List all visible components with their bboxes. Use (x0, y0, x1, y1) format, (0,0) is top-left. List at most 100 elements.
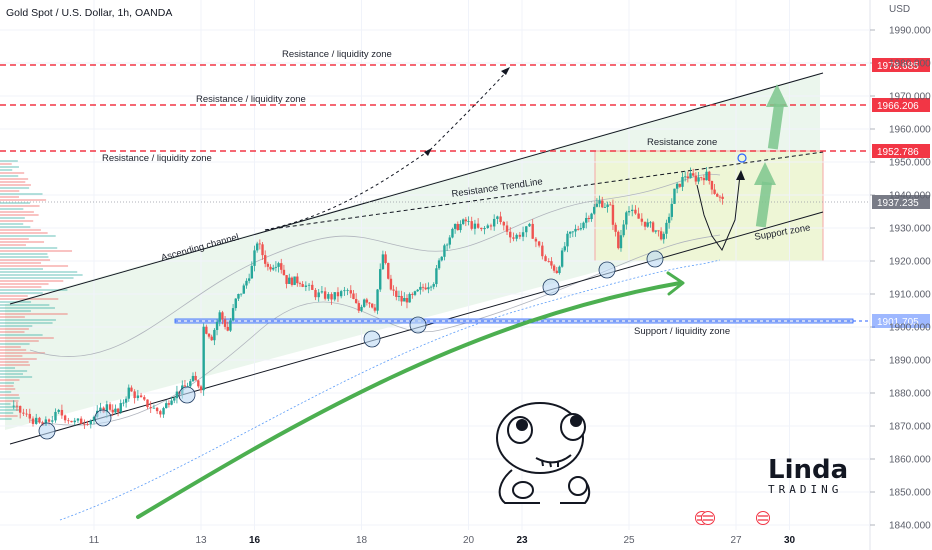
us-flag-icon[interactable] (756, 511, 770, 525)
candle-body (253, 250, 256, 266)
y-tick-label: 1910.000 (889, 290, 931, 301)
candle-body (667, 216, 671, 223)
volume-profile-bar (0, 217, 25, 219)
volume-profile-bar (0, 271, 78, 273)
volume-profile-bar (0, 268, 43, 270)
candle-body (226, 326, 229, 331)
touch-point-5 (409, 316, 427, 334)
candle-body (464, 219, 468, 222)
candle-body (269, 266, 272, 270)
candle-body (258, 243, 262, 245)
candle-body (435, 268, 438, 285)
candle-body (440, 256, 443, 261)
candle-body (640, 218, 644, 222)
x-tick-label: 25 (623, 535, 635, 546)
candle-body (207, 333, 211, 337)
volume-profile-bar (0, 415, 18, 417)
candle-body (304, 285, 308, 287)
candle-body (713, 189, 716, 194)
linda-trading-logo: Linda TRADING (768, 455, 848, 496)
annotation-resistance-2: Resistance / liquidity zone (196, 94, 306, 105)
candle-body (512, 237, 515, 239)
candle-body (122, 402, 125, 404)
y-tick-label: 1980.000 (889, 59, 931, 70)
candle-body (15, 405, 19, 407)
candle-body (346, 290, 349, 291)
candle-body (317, 292, 320, 298)
candle-body (515, 234, 518, 239)
candle-body (173, 398, 176, 401)
volume-profile-bar (0, 193, 43, 195)
candle-body (606, 204, 609, 207)
bullish-curve-arrow (136, 281, 682, 519)
volume-profile-bar (0, 400, 19, 402)
candle-body (336, 292, 340, 297)
volume-profile-bar (0, 226, 31, 228)
candle-body (162, 408, 165, 415)
candle-body (689, 173, 692, 179)
meme-character-image (496, 402, 591, 504)
candle-body (603, 206, 607, 208)
candle-body (229, 320, 232, 331)
candle-body (571, 231, 575, 233)
candle-body (76, 418, 80, 421)
candle-body (593, 206, 596, 214)
us-flag-icon[interactable] (701, 511, 715, 525)
candle-body (411, 293, 414, 295)
touch-point-3 (178, 386, 196, 404)
candle-body (362, 299, 366, 307)
candle-body (139, 395, 143, 398)
price-axis-pane[interactable] (870, 0, 932, 550)
currency-label: USD (889, 4, 910, 15)
volume-profile-bar (0, 175, 19, 177)
candle-body (622, 224, 625, 236)
candle-body (525, 226, 528, 233)
volume-profile-bar (0, 412, 14, 414)
volume-profile-bar (0, 355, 23, 357)
candle-body (461, 219, 465, 225)
candle-body (598, 200, 601, 204)
candle-body (721, 196, 724, 199)
candle-body (197, 380, 200, 387)
candle-body (83, 423, 86, 425)
candle-body (234, 298, 237, 309)
candle-body (86, 423, 89, 425)
price-badge-2: 1966.206 (872, 98, 930, 112)
volume-profile-bar (0, 313, 68, 315)
candle-body (505, 225, 509, 232)
candle-body (73, 420, 76, 423)
candle-body (280, 263, 283, 270)
candle-body (245, 280, 248, 286)
volume-profile-bar (0, 403, 11, 405)
grid (0, 0, 875, 530)
candle-body (716, 193, 719, 197)
candle-body (231, 308, 235, 321)
candle-body (155, 407, 159, 412)
price-badge-3-text: 1952.786 (877, 147, 919, 158)
candle-body (368, 302, 371, 304)
candle-body (700, 177, 703, 179)
candle-body (659, 231, 663, 240)
candle-body (445, 244, 449, 246)
candle-body (35, 417, 38, 424)
candle-body (683, 176, 687, 178)
candle-body (247, 278, 251, 281)
candle-body (547, 261, 550, 262)
candle-body (408, 293, 411, 303)
volume-profile-bar (0, 283, 49, 285)
candle-body (327, 294, 330, 299)
candle-body (705, 171, 708, 181)
candle-body (92, 416, 96, 421)
candle-body (108, 404, 112, 410)
candle-body (57, 409, 60, 412)
candle-body (261, 244, 264, 256)
candle-body (585, 217, 588, 223)
candle-body (202, 326, 205, 391)
resistance-trendline (264, 151, 824, 231)
price-badge-3: 1952.786 (872, 144, 930, 158)
candle-body (274, 266, 278, 268)
candle-body (127, 387, 130, 399)
candle-body (22, 412, 25, 414)
candle-body (105, 404, 109, 413)
